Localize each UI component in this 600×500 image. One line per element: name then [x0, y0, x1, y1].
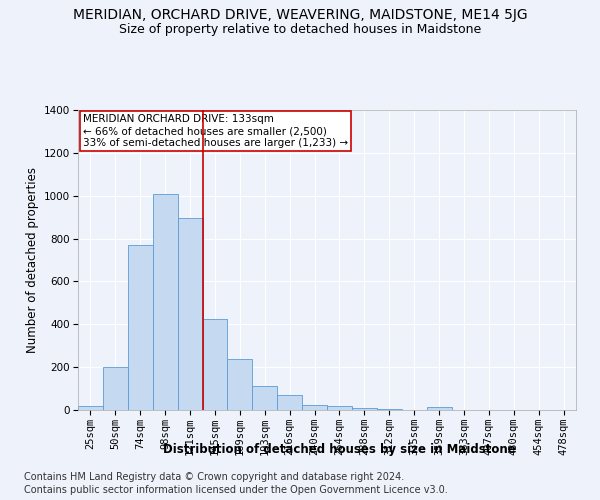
Text: Distribution of detached houses by size in Maidstone: Distribution of detached houses by size … — [163, 442, 515, 456]
Bar — [327, 406, 352, 410]
Bar — [277, 395, 302, 410]
Text: MERIDIAN, ORCHARD DRIVE, WEAVERING, MAIDSTONE, ME14 5JG: MERIDIAN, ORCHARD DRIVE, WEAVERING, MAID… — [73, 8, 527, 22]
Bar — [253, 386, 277, 410]
Text: Size of property relative to detached houses in Maidstone: Size of property relative to detached ho… — [119, 22, 481, 36]
Bar — [78, 406, 103, 410]
Bar — [427, 407, 452, 410]
Bar — [377, 409, 402, 410]
Bar — [352, 408, 377, 410]
Text: Contains public sector information licensed under the Open Government Licence v3: Contains public sector information licen… — [24, 485, 448, 495]
Bar — [128, 245, 153, 410]
Bar — [103, 367, 128, 410]
Bar — [178, 218, 203, 410]
Text: Contains HM Land Registry data © Crown copyright and database right 2024.: Contains HM Land Registry data © Crown c… — [24, 472, 404, 482]
Y-axis label: Number of detached properties: Number of detached properties — [26, 167, 38, 353]
Bar — [153, 194, 178, 410]
Bar — [302, 404, 327, 410]
Text: MERIDIAN ORCHARD DRIVE: 133sqm
← 66% of detached houses are smaller (2,500)
33% : MERIDIAN ORCHARD DRIVE: 133sqm ← 66% of … — [83, 114, 348, 148]
Bar — [227, 358, 253, 410]
Bar — [203, 319, 227, 410]
